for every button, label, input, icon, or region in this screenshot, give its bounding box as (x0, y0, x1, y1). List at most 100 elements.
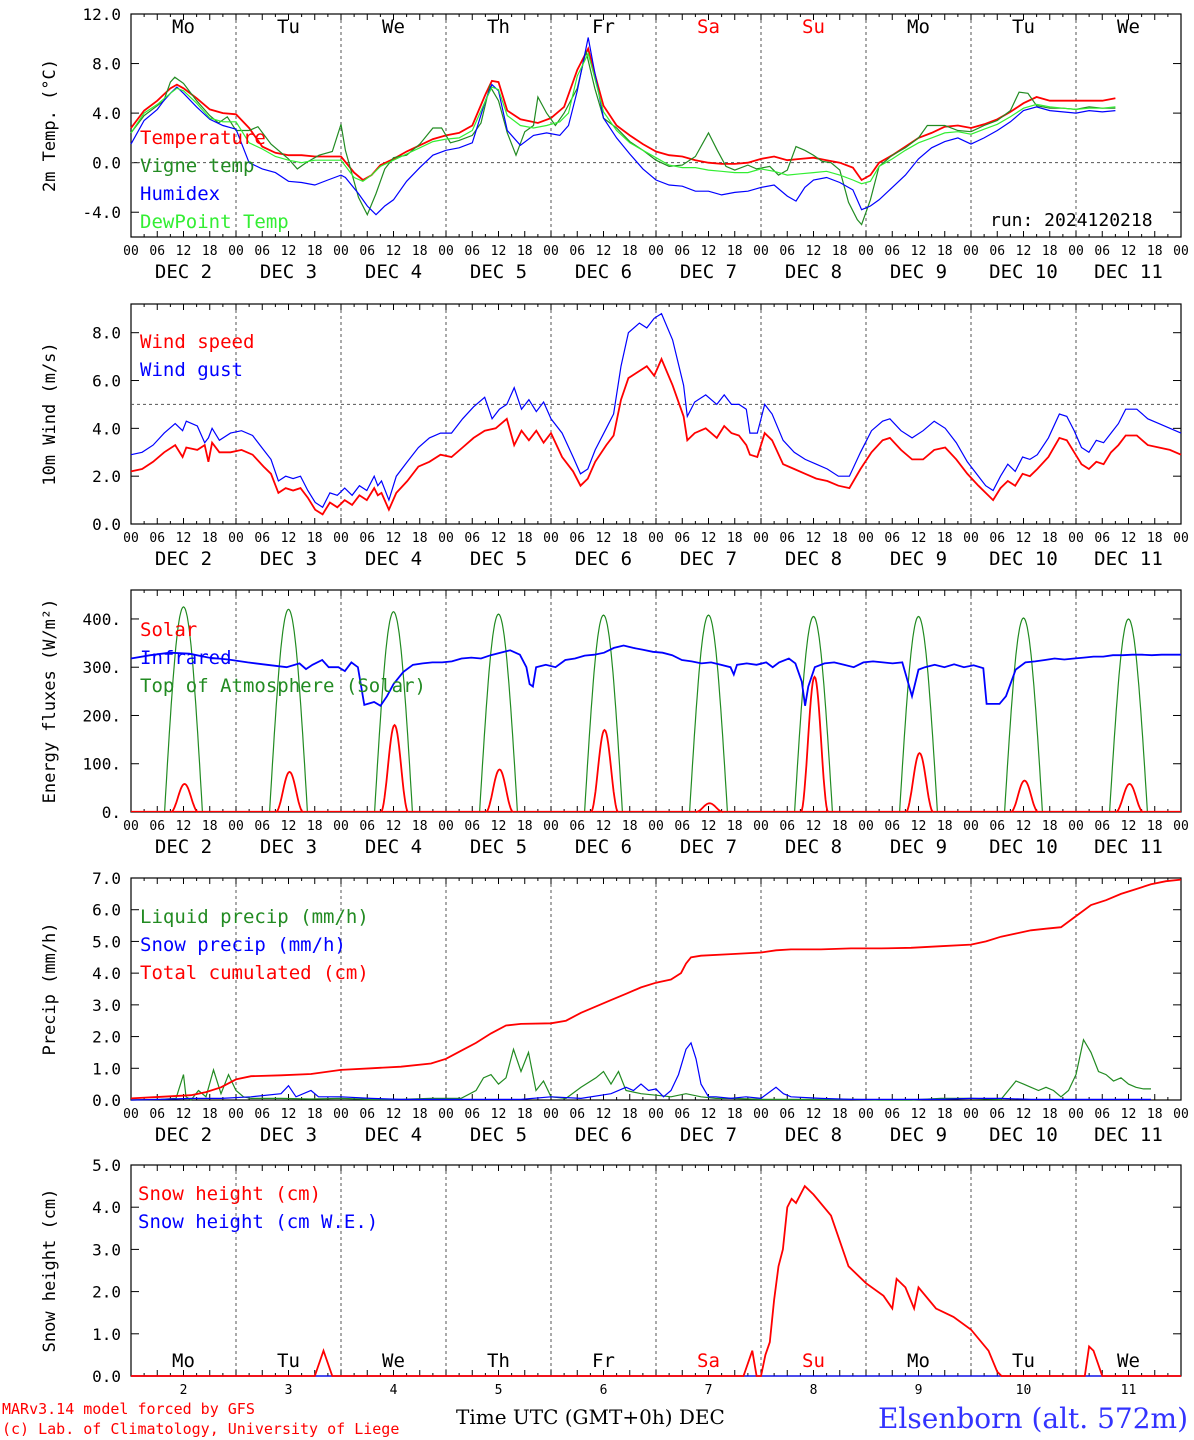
weekday-label: Tu (277, 16, 300, 38)
hour-tick-label: 06 (149, 1107, 165, 1122)
panel-4: 7.0 6.0 5.0 4.0 3.0 2.0 1.0 0.0 Precip (mm/h) 00 0… (40, 869, 1189, 1146)
hour-tick-label: 00 (438, 819, 454, 834)
hour-tick-label: 00 (1068, 244, 1084, 259)
hour-tick-label: 00 (963, 1107, 979, 1122)
series-line-solar (1115, 783, 1144, 813)
hour-tick-label: 12 (596, 531, 612, 546)
hour-tick-label: 12 (1121, 244, 1137, 259)
series-line-solar (800, 675, 829, 813)
hour-tick-label: 18 (202, 819, 218, 834)
weekday-label: Su (802, 16, 825, 38)
y-axis-label: Snow height (cm) (40, 1189, 60, 1353)
hour-tick-label: 06 (359, 819, 375, 834)
y-tick-label: 6.0 (92, 372, 121, 391)
date-label: DEC 4 (365, 548, 422, 570)
y-tick-label: 100. (82, 755, 121, 774)
hour-tick-label: 00 (333, 819, 349, 834)
y-tick-label: 4.0 (92, 104, 121, 123)
weekday-label: Tu (277, 1350, 300, 1372)
hour-tick-label: 18 (412, 244, 428, 259)
series-line-solar (695, 802, 724, 813)
date-label: DEC 6 (575, 548, 632, 570)
hour-tick-label: 18 (1042, 819, 1058, 834)
hour-tick-label: 18 (517, 244, 533, 259)
hour-tick-label: 12 (911, 1107, 927, 1122)
series-line-humidex (130, 37, 1116, 216)
hour-tick-label: 12 (1016, 531, 1032, 546)
y-tick-label: 2.0 (92, 1028, 121, 1047)
y-tick-label: 0.0 (92, 1091, 121, 1110)
hour-tick-label: 12 (1121, 819, 1137, 834)
date-label: DEC 6 (575, 1124, 632, 1146)
hour-tick-label: 00 (648, 819, 664, 834)
x-axis-title: Time UTC (GMT+0h) DEC (456, 1405, 725, 1429)
series-line-toa-solar (1109, 618, 1148, 813)
y-axis-label: 2m Temp. (°C) (40, 59, 60, 192)
hour-tick-label: 12 (596, 819, 612, 834)
hour-tick-label: 00 (753, 531, 769, 546)
hour-tick-label: 06 (569, 819, 585, 834)
y-tick-label: 4.0 (92, 964, 121, 983)
hour-tick-label: 00 (123, 819, 139, 834)
hour-tick-label: 18 (1042, 531, 1058, 546)
hour-tick-label: 18 (517, 819, 533, 834)
hour-tick-label: 00 (648, 244, 664, 259)
hour-tick-label: 18 (622, 244, 638, 259)
y-tick-label: 4.0 (92, 419, 121, 438)
hour-tick-label: 06 (359, 244, 375, 259)
hour-tick-label: 18 (937, 244, 953, 259)
hour-tick-label: 18 (622, 819, 638, 834)
hour-tick-label: 06 (149, 531, 165, 546)
weekday-label: Tu (1012, 1350, 1035, 1372)
hour-tick-label: 06 (674, 819, 690, 834)
hour-tick-label: 06 (884, 244, 900, 259)
series-line-toa-solar (164, 606, 203, 813)
hour-tick-label: 06 (674, 1107, 690, 1122)
day-number-label: 7 (705, 1383, 713, 1398)
date-label: DEC 7 (680, 261, 737, 283)
series-line-solar (1010, 779, 1039, 813)
hour-tick-label: 06 (674, 244, 690, 259)
hour-tick-label: 18 (832, 1107, 848, 1122)
hour-tick-label: 00 (753, 819, 769, 834)
legend-entry: Top of Atmosphere (Solar) (140, 675, 426, 697)
date-label: DEC 7 (680, 836, 737, 858)
weekday-label: We (1117, 1350, 1140, 1372)
hour-tick-label: 12 (911, 244, 927, 259)
date-label: DEC 7 (680, 548, 737, 570)
hour-tick-label: 06 (149, 819, 165, 834)
hour-tick-label: 12 (1016, 1107, 1032, 1122)
series-line-solar (380, 723, 409, 813)
hour-tick-label: 18 (1042, 244, 1058, 259)
hour-tick-label: 00 (1068, 1107, 1084, 1122)
date-label: DEC 11 (1094, 836, 1163, 858)
hour-tick-label: 12 (491, 531, 507, 546)
hour-tick-label: 12 (491, 819, 507, 834)
series-line-infrared (130, 644, 1181, 708)
hour-tick-label: 06 (884, 531, 900, 546)
series-line-solar (170, 783, 199, 813)
y-tick-label: 2.0 (92, 467, 121, 486)
hour-tick-label: 00 (1173, 244, 1189, 259)
day-number-label: 11 (1121, 1383, 1137, 1398)
series-line-solar (905, 751, 934, 813)
date-label: DEC 2 (155, 261, 212, 283)
hour-tick-label: 12 (806, 819, 822, 834)
hour-tick-label: 00 (858, 1107, 874, 1122)
hour-tick-label: 18 (1147, 531, 1163, 546)
hour-tick-label: 00 (438, 244, 454, 259)
date-label: DEC 2 (155, 1124, 212, 1146)
weekday-label: Mo (172, 16, 195, 38)
hour-tick-label: 06 (1094, 1107, 1110, 1122)
hour-tick-label: 00 (228, 1107, 244, 1122)
hour-tick-label: 06 (149, 244, 165, 259)
hour-tick-label: 06 (989, 819, 1005, 834)
date-label: DEC 6 (575, 261, 632, 283)
y-tick-label: 1.0 (92, 1059, 121, 1078)
hour-tick-label: 00 (333, 531, 349, 546)
hour-tick-label: 12 (491, 1107, 507, 1122)
hour-tick-label: 12 (806, 1107, 822, 1122)
weekday-label: We (1117, 16, 1140, 38)
series-line-toa-solar (584, 614, 623, 813)
hour-tick-label: 06 (254, 1107, 270, 1122)
